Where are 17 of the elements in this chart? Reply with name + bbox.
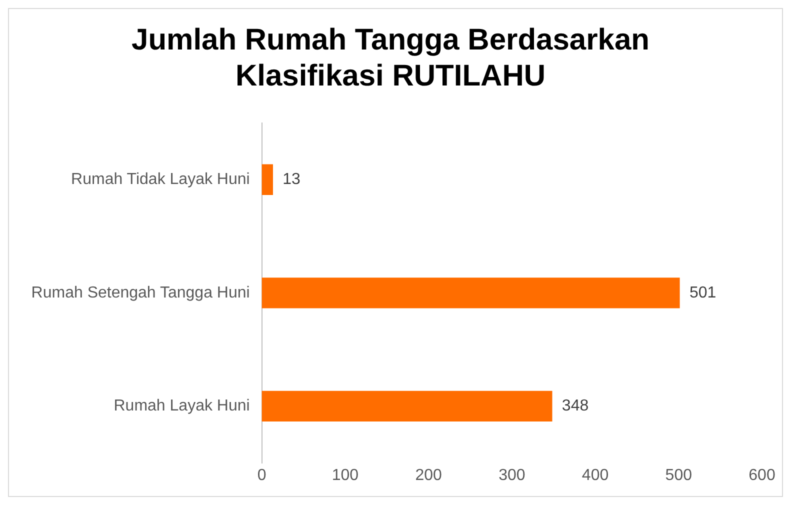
y-tick-label: Rumah Setengah Tangga Huni: [31, 284, 250, 302]
x-tick-label: 100: [332, 466, 359, 484]
data-label: 348: [562, 398, 589, 415]
y-tick-label: Rumah Tidak Layak Huni: [71, 171, 250, 188]
x-tick-label: 300: [498, 466, 526, 484]
x-tick-label: 0: [257, 466, 266, 484]
bar: [262, 278, 680, 308]
x-tick-label: 500: [665, 466, 692, 484]
bar: [262, 164, 273, 195]
x-tick-label: 200: [415, 466, 442, 484]
y-tick-label: Rumah Layak Huni: [114, 398, 250, 415]
bar: [262, 390, 552, 422]
chart-title: Jumlah Rumah Tangga Berdasarkan Klasifikasi RUTILAHU: [132, 23, 650, 92]
x-tick-label: 400: [582, 466, 609, 484]
data-label: 501: [689, 284, 716, 302]
data-label: 13: [282, 171, 301, 188]
x-tick-label: 600: [748, 466, 776, 484]
